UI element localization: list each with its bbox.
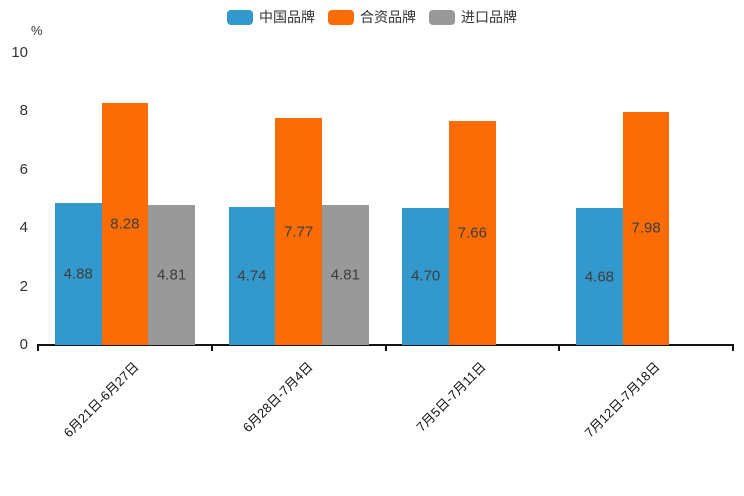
bar [275, 118, 322, 345]
bar-value-label: 7.66 [457, 224, 487, 242]
y-axis-tick-label: 6 [19, 160, 28, 178]
legend-item-1[interactable]: 中国品牌 [227, 10, 315, 25]
x-axis-tick [210, 344, 213, 351]
legend-swatch-icon [429, 10, 455, 25]
y-axis-tick-label: 10 [11, 44, 28, 61]
bar [449, 121, 496, 345]
bar [101, 103, 149, 345]
bar-value-label: 4.70 [411, 267, 441, 285]
bar-value-label: 4.81 [330, 266, 360, 284]
x-axis-label: 7月5日-7月11日 [413, 359, 490, 435]
legend-item-3[interactable]: 进口品牌 [429, 10, 517, 25]
x-axis-tick [384, 344, 387, 351]
x-axis-label: 7月12日-7月18日 [581, 359, 663, 441]
y-axis-tick-label: 0 [19, 336, 28, 353]
bar-value-label: 4.68 [584, 268, 615, 286]
legend-label: 合资品牌 [360, 9, 416, 25]
x-axis-label: 6月28日-7月4日 [239, 359, 316, 436]
bar [54, 202, 102, 345]
bar [576, 208, 623, 345]
bar-value-label: 4.74 [237, 267, 267, 285]
y-axis-tick-label: 2 [19, 277, 28, 295]
legend-label: 进口品牌 [461, 9, 517, 25]
legend-swatch-icon [227, 10, 253, 25]
bar [321, 204, 369, 345]
bar [148, 204, 195, 345]
bar-value-label: 7.77 [284, 223, 314, 241]
bar-value-label: 8.28 [110, 215, 140, 233]
x-axis-tick [732, 344, 734, 351]
bar [402, 207, 449, 345]
legend-item-2[interactable]: 合资品牌 [328, 10, 416, 25]
bar [622, 111, 670, 345]
bar [228, 206, 276, 345]
bar-value-label: 4.88 [63, 265, 93, 283]
bar-value-label: 7.98 [631, 219, 661, 237]
y-axis-tick-label: 4 [19, 219, 28, 237]
x-axis-label: 6月21日-6月27日 [60, 359, 142, 441]
x-axis-tick [37, 344, 39, 351]
y-axis-unit-label: % [31, 23, 43, 38]
legend-label: 中国品牌 [259, 9, 315, 25]
legend-swatch-icon [328, 10, 354, 25]
chart-legend: 中国品牌 合资品牌 进口品牌 [0, 10, 744, 25]
bar-value-label: 4.81 [156, 266, 187, 284]
x-axis-tick [558, 344, 561, 351]
y-axis-tick-label: 8 [19, 102, 28, 120]
